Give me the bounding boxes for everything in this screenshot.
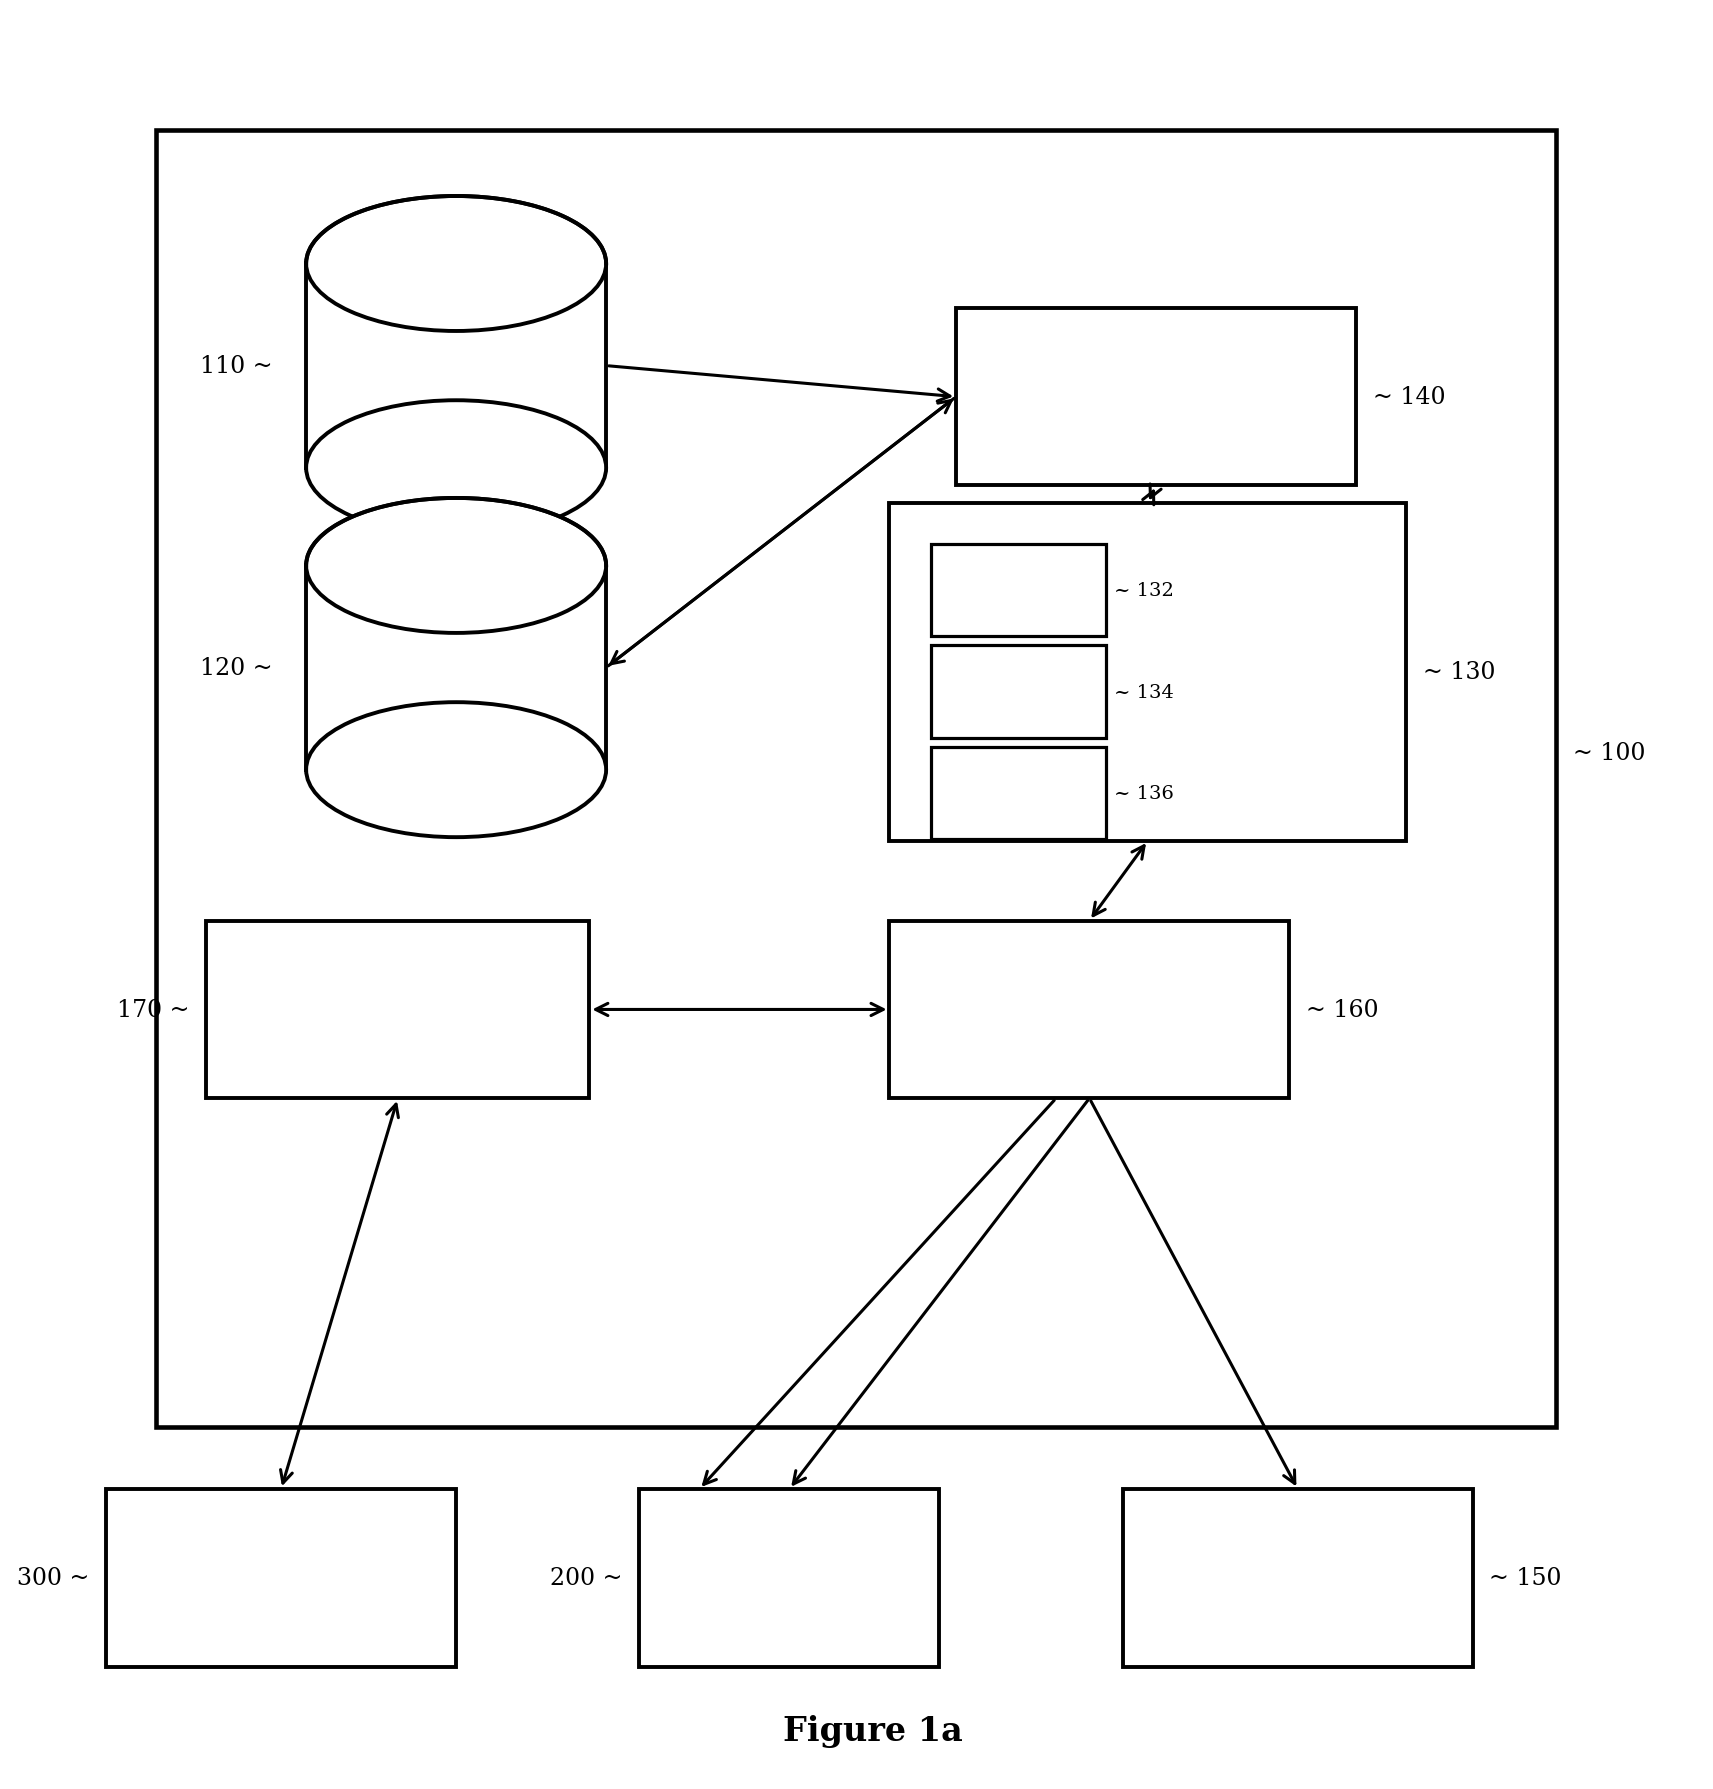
- Ellipse shape: [307, 197, 606, 331]
- Text: ~ 140: ~ 140: [1372, 386, 1446, 410]
- Text: ~ 130: ~ 130: [1424, 662, 1495, 683]
- Bar: [106, 1488, 456, 1667]
- Ellipse shape: [307, 401, 606, 537]
- Ellipse shape: [307, 499, 606, 633]
- Text: ~ 160: ~ 160: [1305, 998, 1379, 1022]
- Bar: [206, 921, 589, 1098]
- Text: 170 ~: 170 ~: [116, 998, 190, 1022]
- Text: ~ 134: ~ 134: [1115, 683, 1175, 701]
- Text: ~ 132: ~ 132: [1115, 581, 1175, 599]
- Bar: [889, 921, 1290, 1098]
- Text: 120 ~: 120 ~: [200, 657, 272, 680]
- Text: Figure 1a: Figure 1a: [783, 1714, 963, 1746]
- Bar: [1122, 1488, 1473, 1667]
- Text: 110 ~: 110 ~: [200, 354, 272, 377]
- Text: ~ 136: ~ 136: [1115, 784, 1175, 801]
- Bar: [889, 504, 1406, 841]
- Ellipse shape: [307, 703, 606, 837]
- Bar: [156, 131, 1555, 1428]
- Text: ~ 150: ~ 150: [1489, 1567, 1562, 1589]
- Text: ~ 100: ~ 100: [1573, 742, 1644, 764]
- Bar: [307, 565, 606, 771]
- Bar: [307, 265, 606, 469]
- Bar: [956, 309, 1357, 487]
- Bar: [932, 748, 1107, 839]
- Text: 200 ~: 200 ~: [550, 1567, 624, 1589]
- Bar: [639, 1488, 939, 1667]
- Bar: [932, 546, 1107, 637]
- Text: 300 ~: 300 ~: [17, 1567, 89, 1589]
- Bar: [932, 646, 1107, 739]
